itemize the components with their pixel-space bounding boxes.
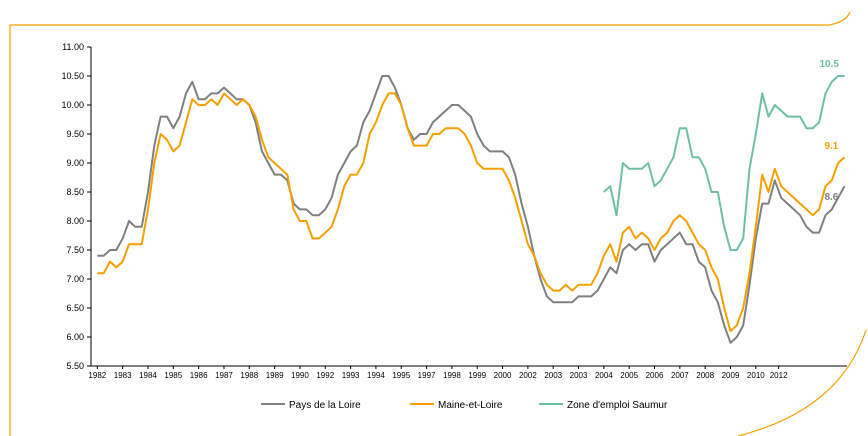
x-tick-label: 2008 xyxy=(696,371,714,380)
x-tick-label: 1985 xyxy=(164,371,182,380)
y-tick-label: 10.00 xyxy=(61,100,84,110)
series-line-zone-d-emploi-saumur xyxy=(603,75,845,251)
x-tick-label: 2006 xyxy=(646,371,664,380)
series-lines xyxy=(97,75,846,344)
y-tick-label: 8.50 xyxy=(66,187,84,197)
x-tick-label: 2005 xyxy=(620,371,638,380)
y-tick-label: 6.50 xyxy=(66,303,84,313)
x-tick-label: 1994 xyxy=(367,371,385,380)
x-tick-label: 1983 xyxy=(114,371,132,380)
x-tick-label: 1993 xyxy=(342,371,360,380)
legend-label: Maine-et-Loire xyxy=(438,400,503,411)
y-tick-label: 8.00 xyxy=(66,216,84,226)
x-tick-label: 1999 xyxy=(468,371,486,380)
x-tick-label: 1987 xyxy=(215,371,233,380)
end-labels: 8.6 9.1 10.5 xyxy=(819,59,839,203)
y-tick-label: 9.00 xyxy=(66,158,84,168)
y-tick-label: 7.50 xyxy=(66,245,84,255)
x-tick-label: 2007 xyxy=(671,371,689,380)
y-tick-label: 11.00 xyxy=(62,42,84,52)
y-tick-label: 6.00 xyxy=(66,332,84,342)
x-tick-label: 1984 xyxy=(139,371,157,380)
y-axis: 5.50 6.00 6.50 7.00 7.50 8.00 8.50 9.00 9.50 10.0… xyxy=(61,42,92,371)
x-tick-label: 2002 xyxy=(519,371,537,380)
x-tick-label: 1990 xyxy=(291,371,309,380)
x-tick-label: 1982 xyxy=(88,371,106,380)
x-tick-label: 2003 xyxy=(570,371,588,380)
legend-label: Zone d'emploi Saumur xyxy=(567,400,668,411)
x-tick-label: 2000 xyxy=(494,371,512,380)
end-value-label: 8.6 xyxy=(824,192,838,203)
y-tick-label: 9.50 xyxy=(66,129,84,139)
end-value-label: 10.5 xyxy=(819,59,839,70)
x-tick-label: 2004 xyxy=(595,371,613,380)
end-value-label: 9.1 xyxy=(824,141,838,152)
x-tick-label: 1986 xyxy=(190,371,208,380)
x-tick-label: 2009 xyxy=(722,371,740,380)
x-tick-label: 1989 xyxy=(266,371,284,380)
x-tick-label: 2012 xyxy=(770,371,788,380)
x-tick-label: 1995 xyxy=(392,371,410,380)
y-tick-label: 7.00 xyxy=(66,274,84,284)
x-tick-label: 1997 xyxy=(418,371,436,380)
x-tick-label: 2003 xyxy=(544,371,562,380)
legend-label: Pays de la Loire xyxy=(289,400,361,411)
series-line-maine-et-loire xyxy=(97,92,846,333)
x-axis: 1982 1983 1984 1985 1986 1987 1988 1989 1990 1992… xyxy=(88,365,847,380)
frame-bottom-curve xyxy=(737,329,867,436)
y-tick-label: 5.50 xyxy=(66,361,84,371)
x-tick-label: 1998 xyxy=(443,371,461,380)
frame-right-corner xyxy=(828,11,851,26)
y-tick-label: 10.50 xyxy=(61,71,84,81)
legend: Pays de la Loire Maine-et-Loire Zone d'emp… xyxy=(261,400,668,411)
x-tick-label: 2010 xyxy=(747,371,765,380)
x-tick-label: 1992 xyxy=(316,371,334,380)
x-tick-label: 1988 xyxy=(240,371,258,380)
series-line-pays-de-la-loire xyxy=(97,75,846,344)
